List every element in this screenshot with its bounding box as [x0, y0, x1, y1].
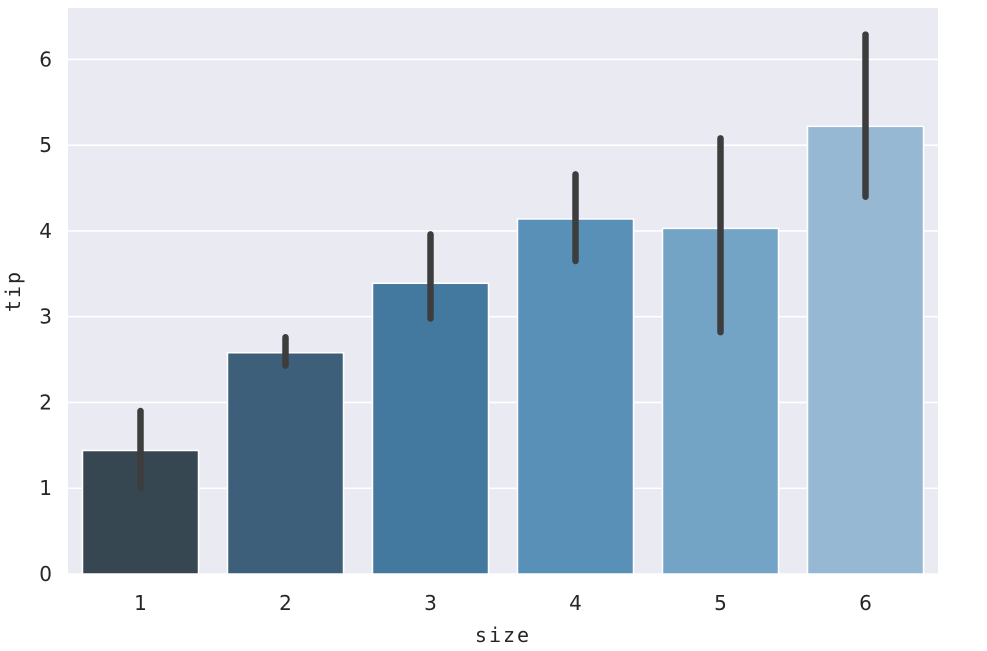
y-tick-label: 0	[39, 562, 52, 586]
bar	[516, 218, 635, 575]
y-tick-label: 1	[39, 476, 52, 500]
x-tick-label: 5	[714, 591, 727, 615]
bar	[371, 282, 490, 575]
y-tick-label: 2	[39, 390, 52, 414]
x-tick-label: 1	[134, 591, 147, 615]
y-axis-label: tip	[1, 270, 25, 312]
x-tick-label: 3	[424, 591, 437, 615]
y-tick-label: 4	[39, 219, 52, 243]
plot-area	[68, 8, 938, 574]
error-bars	[137, 31, 869, 492]
grid-lines	[68, 58, 938, 575]
y-tick-label: 5	[39, 133, 52, 157]
x-tick-label: 4	[569, 591, 582, 615]
x-axis-label: size	[475, 623, 531, 647]
bar	[226, 351, 345, 575]
y-tick-labels: 0 1 2 3 4 5 6	[39, 47, 52, 586]
x-tick-label: 2	[279, 591, 292, 615]
bar	[806, 125, 925, 575]
x-tick-label: 6	[859, 591, 872, 615]
y-tick-label: 6	[39, 47, 52, 71]
x-tick-labels: 1 2 3 4 5 6	[134, 591, 872, 615]
y-tick-label: 3	[39, 305, 52, 329]
